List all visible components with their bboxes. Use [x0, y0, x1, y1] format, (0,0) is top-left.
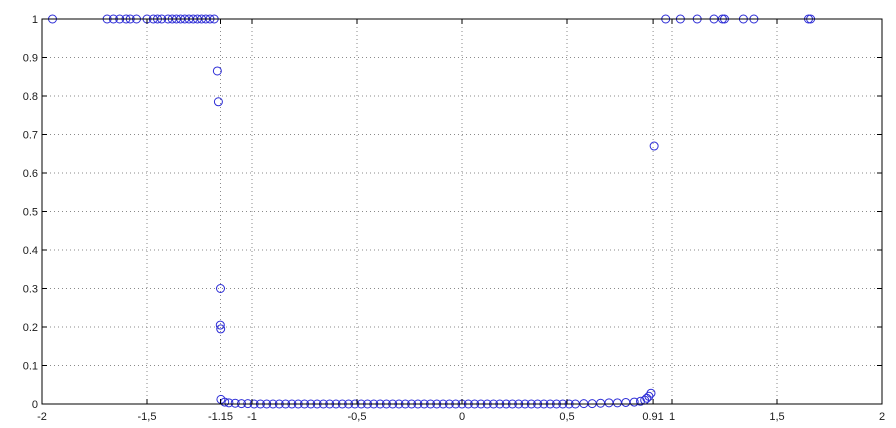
data-point: [629, 397, 639, 407]
data-point: [649, 141, 659, 151]
x-tick-label: 0,5: [559, 411, 574, 423]
y-tick-label: 0.4: [23, 245, 38, 257]
y-tick-label: 0.9: [23, 53, 38, 65]
y-tick-label: 0.2: [23, 322, 38, 334]
data-point: [216, 284, 225, 293]
y-tick-label: 0.5: [23, 207, 38, 219]
data-point: [215, 320, 225, 330]
x-tick-label: 1,5: [769, 411, 784, 423]
data-point: [604, 398, 614, 408]
x-tick-labels: -2 -1,5 -1.15 -1 -0,5 0 0,5 0.91 1 1,5 2: [37, 411, 885, 423]
y-tick-label: 0: [32, 399, 38, 411]
x-tick-label: -1,5: [138, 411, 157, 423]
y-tick-label: 0.3: [23, 284, 38, 296]
x-tick-label: 0: [459, 411, 465, 423]
y-tick-label: 0.8: [23, 91, 38, 103]
x-tick-label: 1: [669, 411, 675, 423]
data-point: [230, 398, 240, 408]
data-point: [644, 391, 654, 401]
y-tick-label: 0.7: [23, 130, 38, 142]
x-tick-label: -0,5: [348, 411, 367, 423]
x-tick-label: 2: [879, 411, 885, 423]
x-tick-label: -2: [37, 411, 47, 423]
data-point: [646, 388, 656, 398]
data-point: [612, 398, 622, 408]
data-points: [48, 14, 816, 409]
x-tick-label: -1: [247, 411, 257, 423]
data-point: [216, 324, 226, 334]
data-point: [212, 66, 222, 76]
y-tick-labels: 0 0.1 0.2 0.3 0.4 0.5 0.6 0.7 0.8 0.9 1: [23, 14, 38, 411]
x-tick-label: 0.91: [642, 411, 663, 423]
data-point: [642, 393, 652, 403]
y-tick-label: 1: [32, 14, 38, 26]
y-tick-label: 0.6: [23, 168, 38, 180]
x-tick-label: -1.15: [208, 411, 233, 423]
data-point: [213, 97, 223, 107]
data-point: [596, 398, 606, 408]
grid-lines: [42, 19, 882, 404]
y-tick-label: 0.1: [23, 361, 38, 373]
data-point: [621, 397, 631, 407]
data-point: [224, 398, 234, 408]
tick-marks: [41, 18, 883, 405]
